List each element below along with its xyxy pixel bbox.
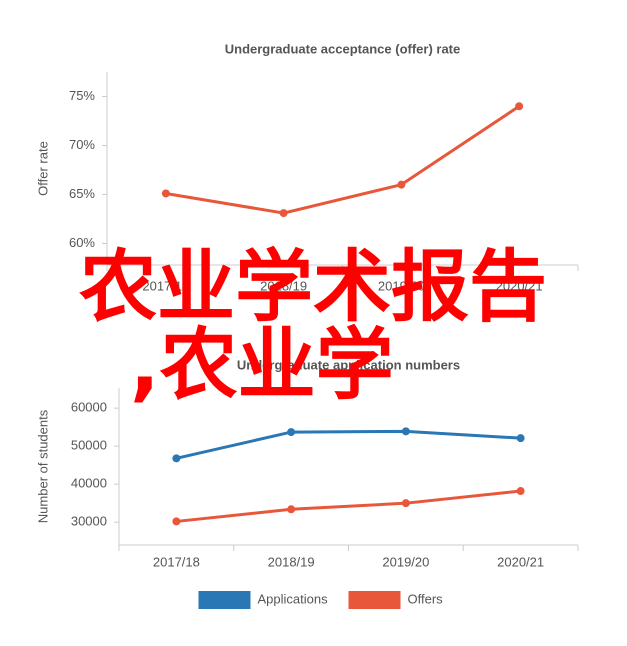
legend-label: Applications xyxy=(258,591,329,606)
point xyxy=(279,209,288,218)
point xyxy=(515,102,524,111)
legend-swatch xyxy=(348,591,401,609)
x-tick-label: 2017/18 xyxy=(142,278,189,293)
chart-title: Undergraduate acceptance (offer) rate xyxy=(225,41,461,56)
point xyxy=(287,505,296,514)
line xyxy=(176,429,521,460)
x-tick-label: 2020/21 xyxy=(496,278,543,293)
y-tick-label: 40000 xyxy=(71,476,107,491)
y-tick-label: 60% xyxy=(69,235,95,250)
point xyxy=(172,517,181,526)
x-tick-label: 2020/21 xyxy=(497,554,544,569)
overlay-text: ,农业学 xyxy=(130,320,394,410)
y-tick-label: 75% xyxy=(69,88,95,103)
y-tick-label: 70% xyxy=(69,137,95,152)
overlay-text: 农业学术报告 xyxy=(79,242,547,332)
point xyxy=(516,434,525,443)
x-tick-label: 2018/19 xyxy=(268,554,315,569)
line xyxy=(176,489,521,523)
y-tick-label: 30000 xyxy=(71,514,107,529)
charts: Undergraduate acceptance (offer) rate Off… xyxy=(35,41,579,609)
point xyxy=(401,499,410,508)
point xyxy=(172,454,181,463)
legend-swatch xyxy=(198,591,251,609)
point xyxy=(516,487,525,496)
point xyxy=(287,428,296,437)
point xyxy=(397,180,406,189)
x-tick-label: 2019/20 xyxy=(378,278,425,293)
legend-label: Offers xyxy=(408,591,444,606)
point xyxy=(401,427,410,436)
x-tick-label: 2017/18 xyxy=(153,554,200,569)
point xyxy=(161,189,170,198)
y-tick-label: 65% xyxy=(69,186,95,201)
y-tick-label: 60000 xyxy=(71,400,107,415)
x-tick-label: 2019/20 xyxy=(382,554,429,569)
y-axis-label: Number of students xyxy=(35,409,50,523)
line xyxy=(165,105,520,215)
x-tick-label: 2018/19 xyxy=(260,278,307,293)
y-tick-label: 50000 xyxy=(71,438,107,453)
chart-title: Undergraduate application numbers xyxy=(237,357,460,372)
y-axis-label: Offer rate xyxy=(35,141,50,196)
